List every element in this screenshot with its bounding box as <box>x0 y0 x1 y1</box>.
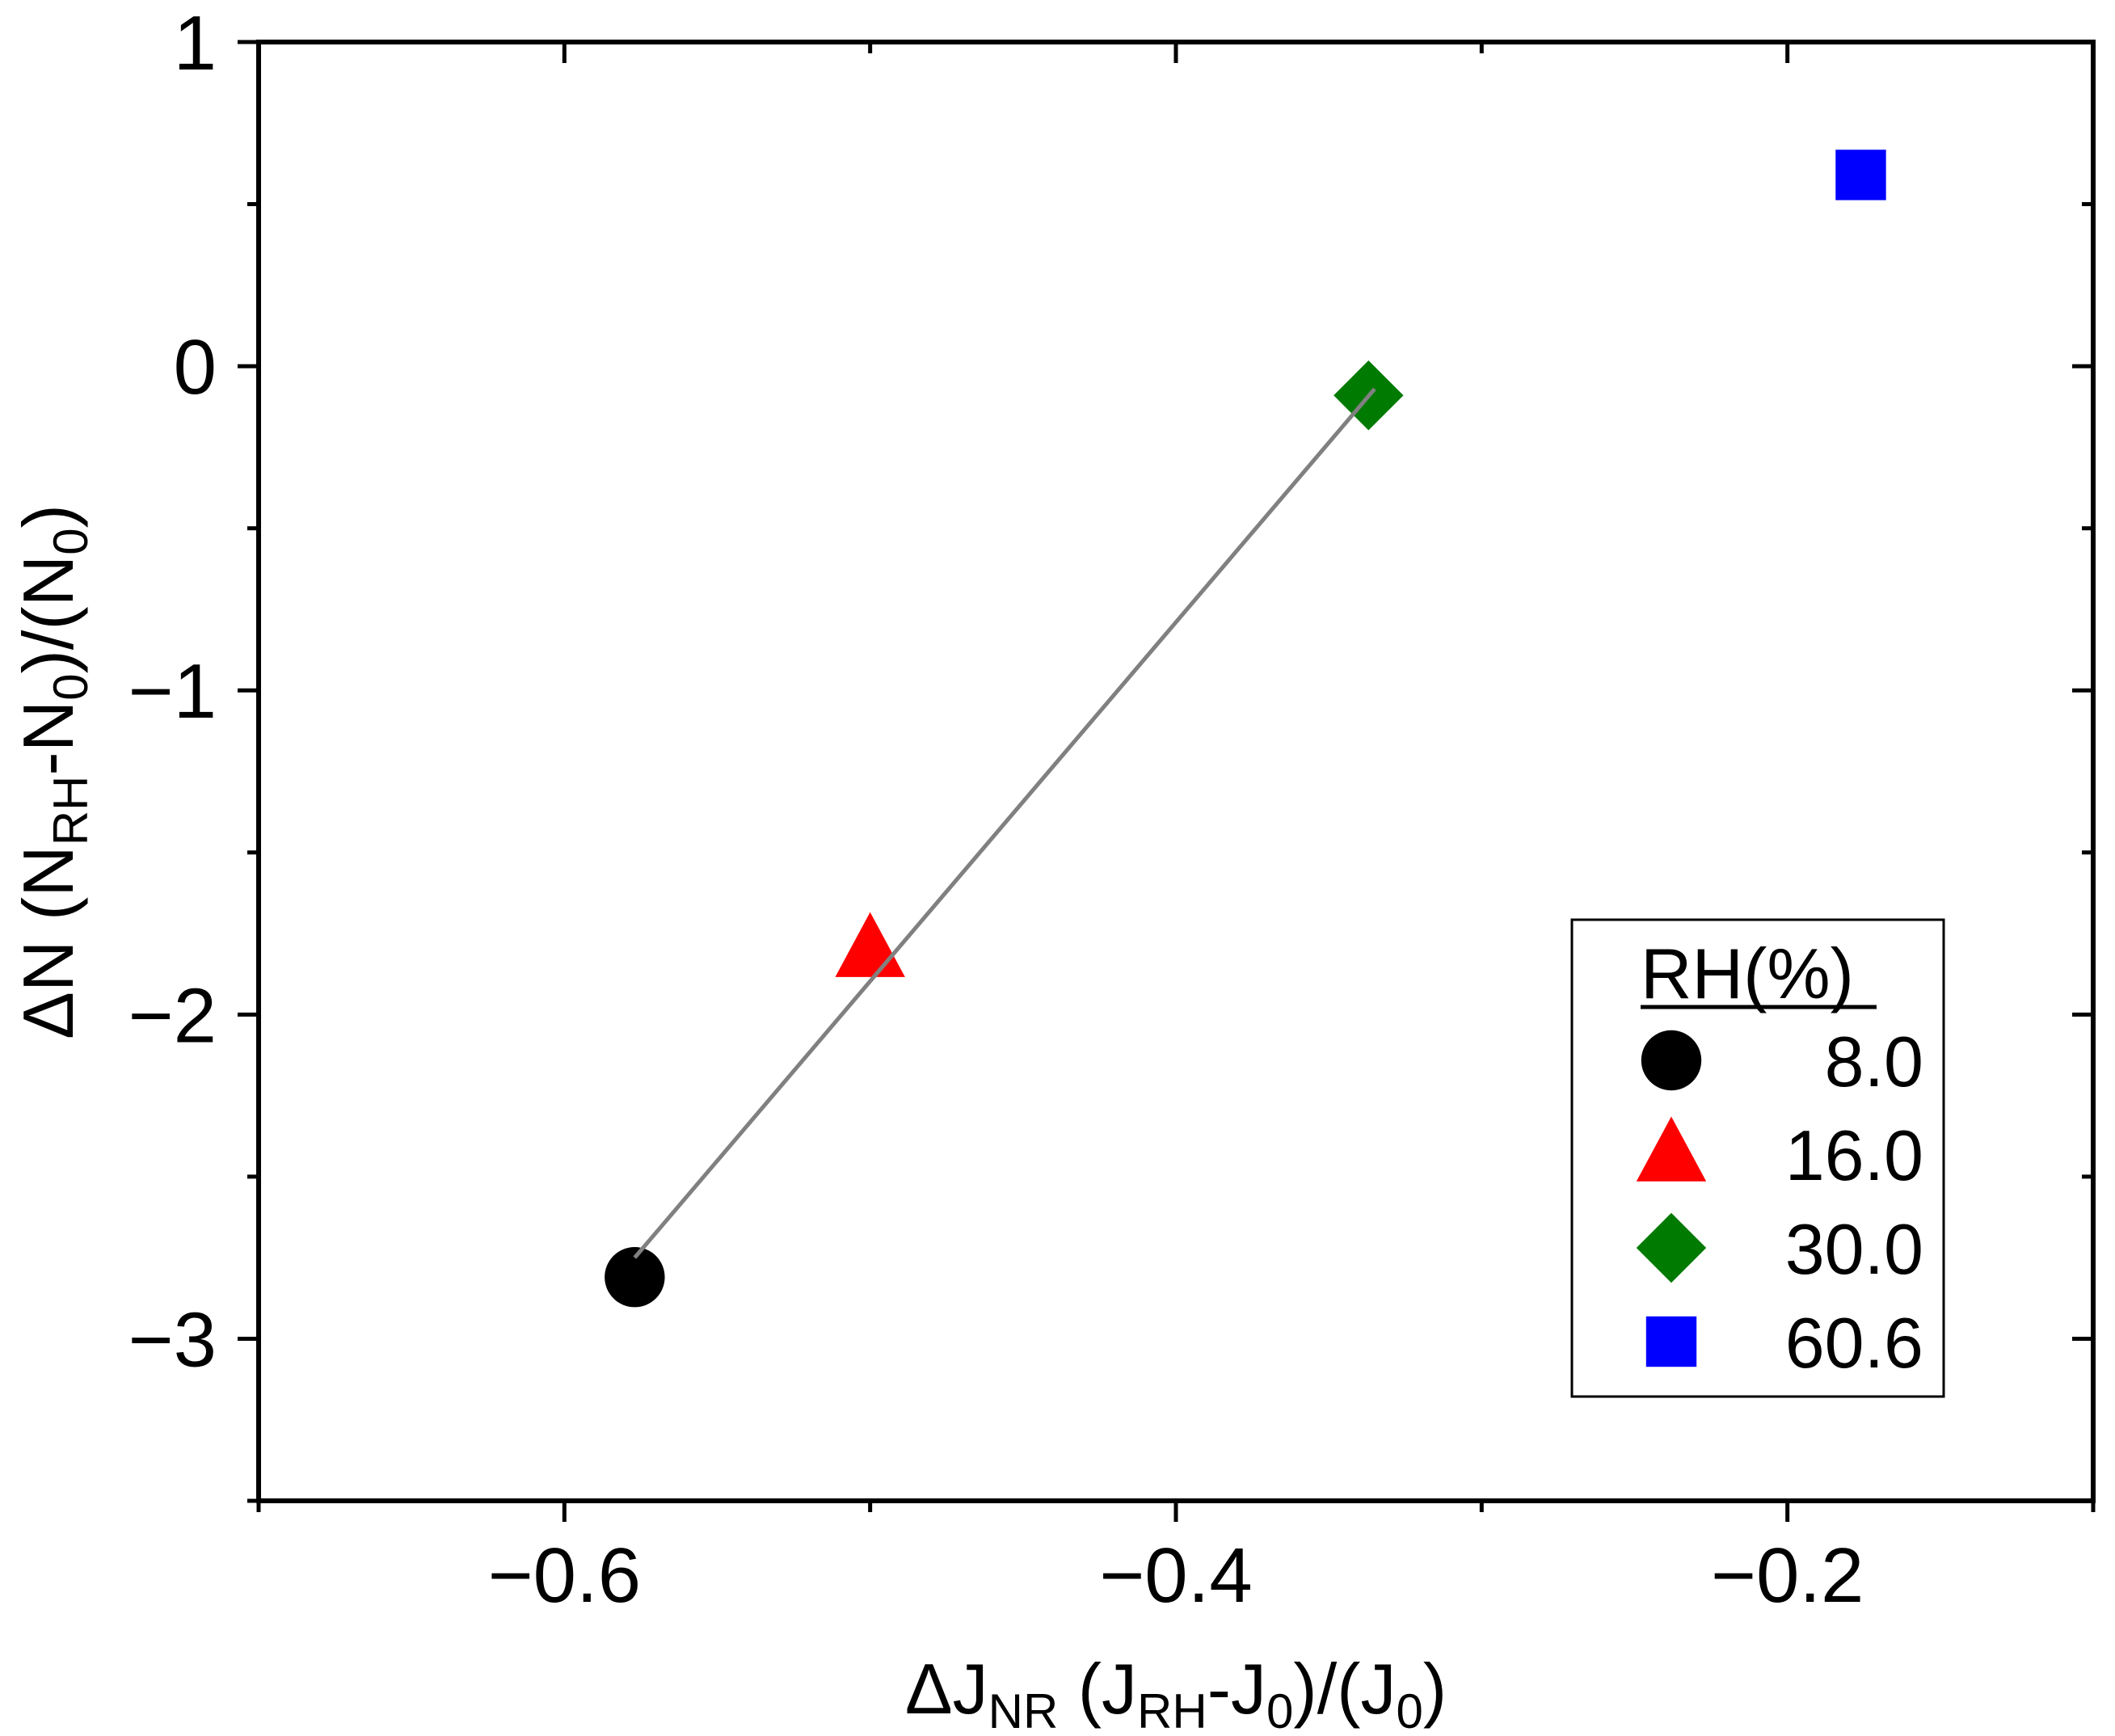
x-tick-label: −0.6 <box>488 1532 642 1619</box>
data-point-triangle <box>835 912 905 977</box>
legend-label: 60.6 <box>1785 1303 1923 1383</box>
title-text: ΔN (N <box>8 845 88 1039</box>
title-text: ) <box>1423 1649 1447 1729</box>
title-subscript: RH <box>1137 1684 1207 1736</box>
y-tick-label: −2 <box>129 972 217 1059</box>
title-text: -J <box>1207 1649 1266 1729</box>
data-point-circle <box>605 1247 665 1308</box>
title-text: )/(N <box>8 555 88 674</box>
title-text: (J <box>1058 1649 1137 1729</box>
title-subscript: RH <box>44 776 98 846</box>
legend-marker-triangle <box>1636 1116 1707 1182</box>
legend: RH(%) 8.0 16.0 30.0 60.6 <box>1570 918 1945 1398</box>
y-tick-label: −3 <box>129 1296 217 1383</box>
legend-marker-diamond <box>1636 1212 1707 1283</box>
title-subscript: 0 <box>44 528 98 554</box>
y-tick-label: −1 <box>129 648 217 735</box>
title-text: -N <box>8 701 88 776</box>
title-subscript: 0 <box>1266 1684 1293 1736</box>
legend-label: 30.0 <box>1785 1209 1923 1289</box>
title-text: ) <box>8 504 88 528</box>
legend-marker-square <box>1645 1316 1697 1367</box>
legend-label: 8.0 <box>1825 1022 1923 1102</box>
legend-title: RH(%) <box>1641 933 1854 1013</box>
tick-labels: −0.6 −0.4 −0.2 1 0 −1 −2 −3 <box>129 0 1864 1619</box>
data-point-square <box>1835 150 1886 200</box>
legend-label: 16.0 <box>1785 1115 1923 1195</box>
x-tick-label: −0.2 <box>1711 1532 1864 1619</box>
legend-items: 8.0 16.0 30.0 60.6 <box>1636 1022 1923 1383</box>
y-axis-title: ΔN (NRH-N0)/(N0) <box>8 504 98 1039</box>
fit-line <box>633 387 1376 1259</box>
title-text: )/(J <box>1293 1649 1396 1729</box>
title-subscript: 0 <box>44 673 98 700</box>
legend-box <box>1570 918 1945 1398</box>
y-tick-label: 1 <box>174 0 217 86</box>
fit-line-group <box>633 387 1376 1259</box>
title-text: ΔJ <box>905 1649 988 1729</box>
x-axis-title: ΔJNR (JRH-J0)/(J0) <box>905 1649 1447 1736</box>
axis-ticks <box>238 40 2096 1522</box>
title-subscript: 0 <box>1396 1684 1422 1736</box>
x-tick-label: −0.4 <box>1099 1532 1253 1619</box>
title-subscript: NR <box>988 1684 1059 1736</box>
y-tick-label: 0 <box>174 324 217 411</box>
legend-marker-circle <box>1641 1030 1702 1091</box>
